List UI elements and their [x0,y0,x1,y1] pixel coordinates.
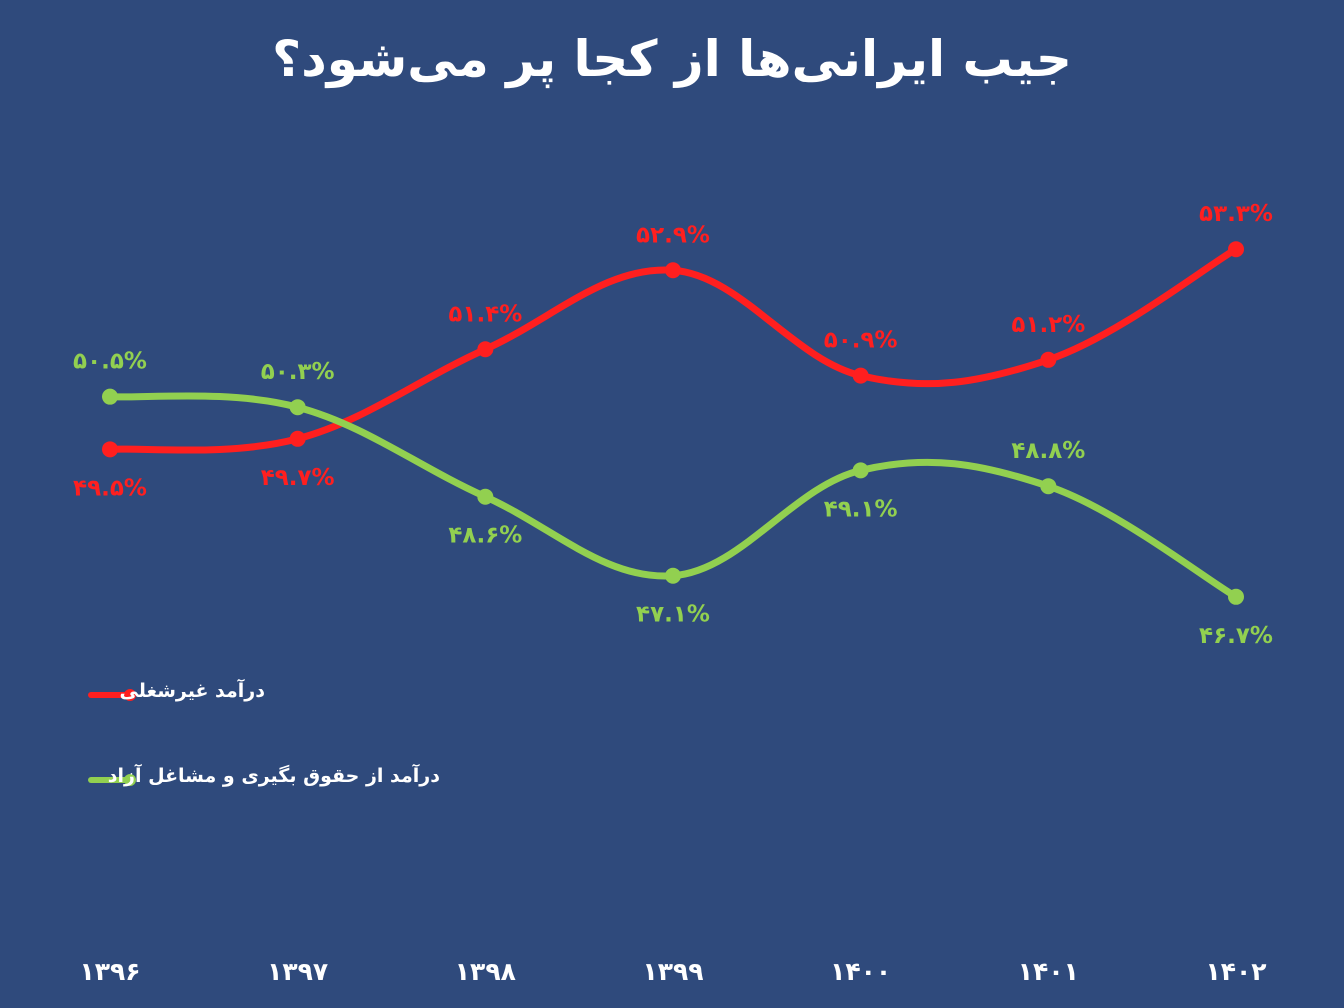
data-point-green [289,399,306,416]
data-label-red: ۵۲.۹% [636,222,710,248]
data-label-red: ۵۳.۳% [1199,201,1273,227]
data-label-red: ۴۹.۷% [261,465,335,491]
x-tick-label: ۱۳۹۹ [642,957,703,986]
x-tick-label: ۱۴۰۰ [830,957,891,986]
data-point-red [1040,351,1057,368]
data-point-green [1040,478,1057,495]
data-point-green [665,567,681,584]
data-label-red: ۵۱.۲% [1011,312,1085,338]
data-point-green [852,462,869,479]
data-point-red [289,430,306,447]
data-label-red: ۵۰.۹% [824,328,898,354]
legend-swatch-red [88,692,128,698]
data-point-green [477,488,494,505]
data-point-red [852,367,869,384]
legend-dot-green [124,774,136,786]
x-tick-label: ۱۴۰۱ [1018,957,1079,986]
series-layer [102,241,1244,605]
data-label-red: ۵۱.۴% [448,301,522,327]
data-label-green: ۴۶.۷% [1199,623,1273,649]
x-tick-label: ۱۳۹۶ [79,957,140,986]
data-point-red [665,262,681,279]
data-label-green: ۴۷.۱% [636,602,710,628]
series-line-red [106,245,1240,454]
data-label-red: ۴۹.۵% [73,475,147,501]
data-point-green [102,388,118,405]
legend-swatch-green [88,777,128,783]
legend-label-red: درآمد غیرشغلی [119,680,266,702]
legend-label-green: درآمد از حقوق بگیری و مشاغل آزاد [107,765,440,787]
x-tick-label: ۱۳۹۷ [267,957,328,986]
x-tick-label: ۱۳۹۸ [455,957,516,986]
data-point-green [1228,588,1244,605]
label-layer: ۴۹.۵% ۴۹.۷% ۵۱.۴% ۵۲.۹% ۵۰.۹% ۵۱.۲% ۵۳.۳% ۵۰.۵%… [73,201,1273,649]
legend-dot-red [124,689,136,701]
data-label-green: ۴۸.۶% [448,523,522,549]
data-label-green: ۵۰.۵% [73,349,147,375]
data-point-red [1228,241,1244,258]
x-tick-label: ۱۴۰۲ [1205,957,1266,986]
data-point-red [477,341,494,358]
x-axis: ۱۳۹۶ ۱۳۹۷ ۱۳۹۸ ۱۳۹۹ ۱۴۰۰ ۱۴۰۱ ۱۴۰۲ [79,957,1266,986]
chart-title: جیب ایرانی‌ها از کجا پر می‌شود؟ [272,30,1072,88]
data-point-red [102,441,118,458]
data-label-green: ۵۰.۳% [261,359,335,385]
data-label-green: ۴۸.۸% [1011,438,1085,464]
series-line-green [106,392,1240,601]
data-label-green: ۴۹.۱% [824,496,898,522]
